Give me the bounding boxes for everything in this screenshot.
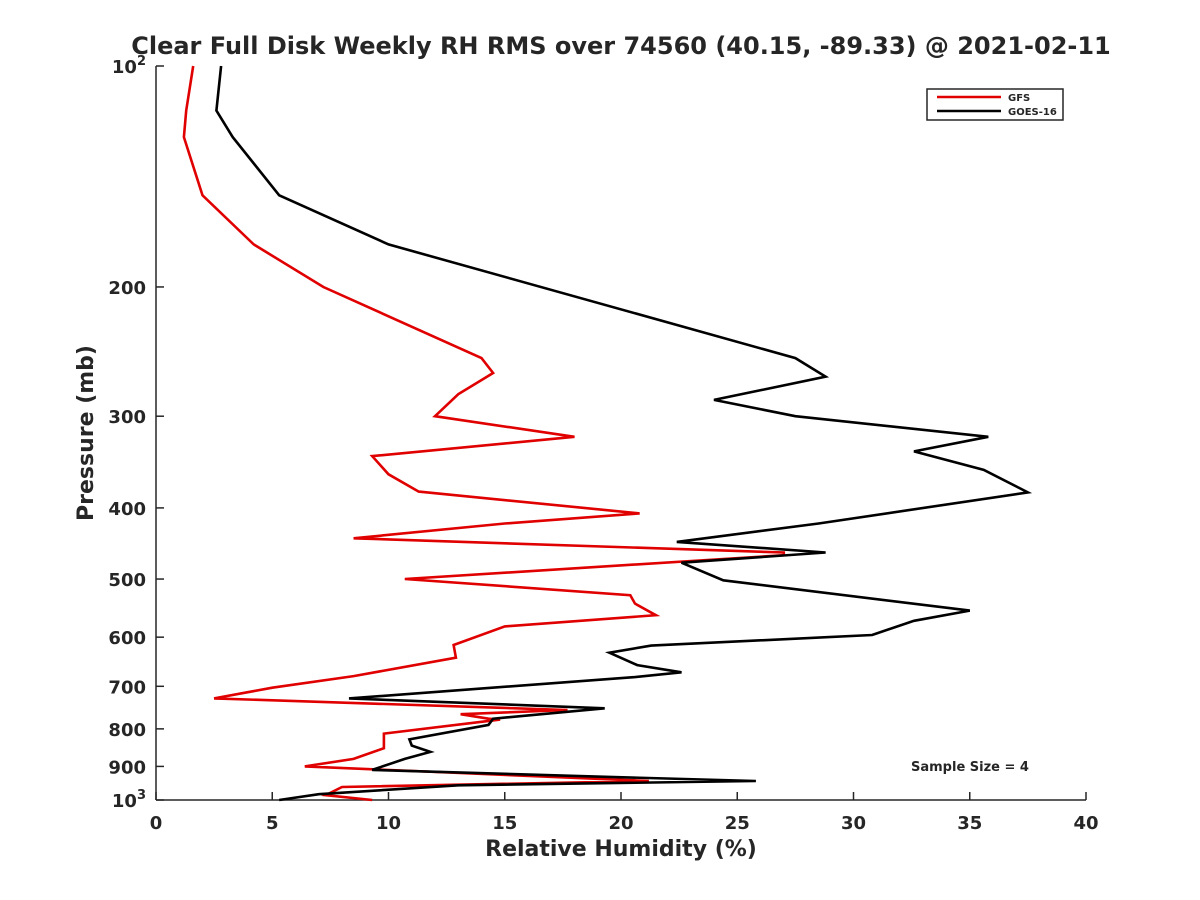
x-tick-label: 5 (266, 813, 279, 834)
y-tick-label-text: 10 (112, 791, 137, 812)
y-tick-label: 600 (108, 628, 146, 649)
y-tick-exponent: 3 (137, 788, 146, 803)
series-lines (182, 65, 1033, 802)
sample-size-annotation: Sample Size = 4 (911, 760, 1029, 775)
x-ticks: 0 5 10 15 20 25 30 35 40 (150, 792, 1099, 834)
y-tick-label-text: 400 (108, 499, 146, 520)
x-axis-label: Relative Humidity (%) (485, 837, 757, 862)
x-tick-label: 0 (150, 813, 163, 834)
x-tick-label: 40 (1073, 813, 1098, 834)
legend-label-gfs: GFS (1008, 93, 1030, 104)
y-tick-label: 200 (108, 278, 146, 299)
y-tick-label: 103 (112, 788, 146, 812)
y-tick-label-text: 600 (108, 628, 146, 649)
y-tick-label-text: 10 (112, 57, 137, 78)
y-tick-label-text: 300 (108, 407, 146, 428)
y-tick-label: 900 (108, 757, 146, 778)
y-tick-label-text: 800 (108, 720, 146, 741)
y-tick-label: 102 (112, 54, 146, 78)
y-tick-label: 700 (108, 677, 146, 698)
legend-box (926, 88, 1064, 121)
legend: GFS GOES-16 (926, 88, 1064, 121)
y-axis-label: Pressure (mb) (74, 345, 99, 521)
y-tick-label-text: 500 (108, 570, 146, 591)
y-tick-label: 300 (108, 407, 146, 428)
y-tick-exponent: 2 (137, 54, 146, 69)
x-tick-label: 30 (841, 813, 866, 834)
x-tick-label: 20 (608, 813, 633, 834)
y-tick-label-text: 700 (108, 677, 146, 698)
y-tick-label-text: 900 (108, 757, 146, 778)
y-tick-label: 400 (108, 499, 146, 520)
x-tick-label: 35 (957, 813, 982, 834)
y-tick-label: 800 (108, 720, 146, 741)
x-tick-label: 25 (725, 813, 750, 834)
x-tick-label: 15 (492, 813, 517, 834)
series-line-gfs (182, 65, 786, 802)
x-tick-label: 10 (376, 813, 401, 834)
y-tick-label: 500 (108, 570, 146, 591)
chart-title: Clear Full Disk Weekly RH RMS over 74560… (131, 32, 1111, 60)
legend-label-goes16: GOES-16 (1008, 107, 1057, 118)
series-line-goes16 (215, 65, 1033, 802)
y-tick-label-text: 200 (108, 278, 146, 299)
